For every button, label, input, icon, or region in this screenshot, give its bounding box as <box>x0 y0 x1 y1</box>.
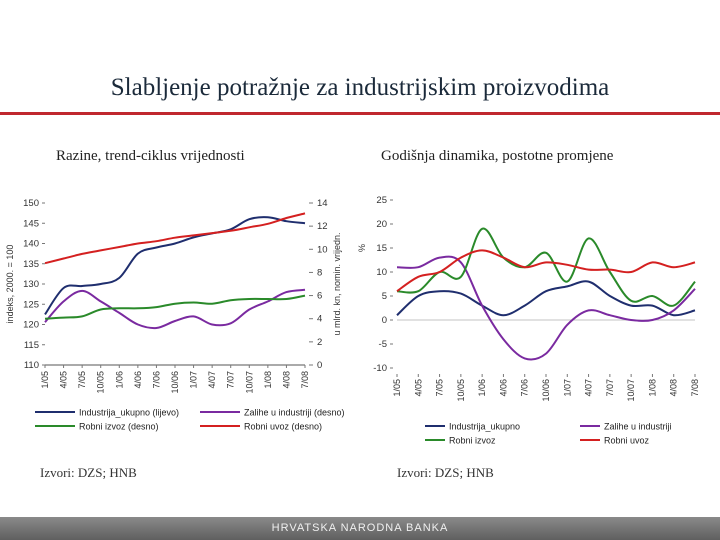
footer-bar: HRVATSKA NARODNA BANKA <box>0 517 720 540</box>
series-line <box>44 294 306 320</box>
y-axis-label: indeks, 2000. = 100 <box>5 245 15 324</box>
y2-tick-label: 14 <box>317 198 328 209</box>
x-tick-label: 7/08 <box>690 379 700 397</box>
legend-label: Robni izvoz <box>449 436 496 446</box>
annual-change-line-chart: -10 -5 0 5 10 15 20 25% 1/05 4/05 7/05 10/05 1/06 4/0… <box>357 195 700 446</box>
x-tick-label: 10/07 <box>244 371 254 394</box>
x-tick-label: 10/07 <box>626 379 636 402</box>
right-chart-subtitle: Godišnja dinamika, postotne promjene <box>381 148 614 164</box>
x-tick-label: 10/06 <box>170 371 180 394</box>
legend-label: Robni uvoz <box>604 436 650 446</box>
title-divider <box>0 112 720 115</box>
x-tick-label: 4/06 <box>498 379 508 397</box>
x-tick-label: 4/06 <box>133 371 143 389</box>
y2-tick-label: 0 <box>317 360 322 371</box>
x-tick-label: 7/07 <box>605 379 615 397</box>
y2-tick-label: 4 <box>317 314 322 325</box>
y-tick-label: -10 <box>373 363 387 374</box>
x-tick-label: 1/05 <box>40 371 50 389</box>
x-tick-label: 4/05 <box>413 379 423 397</box>
x-tick-label: 4/05 <box>59 371 69 389</box>
legend-label: Zalihe u industriji <box>604 422 672 432</box>
y2-tick-label: 6 <box>317 291 322 302</box>
series-line <box>44 216 306 315</box>
y-tick-label: 10 <box>376 267 387 278</box>
legend-label: Industrija_ukupno <box>449 422 520 432</box>
series-line <box>396 280 696 317</box>
levels-line-chart: 110 115 120 125 130 135 140 145 150 0 2 4 6 8 10 12 14 in… <box>5 198 345 432</box>
y-tick-label: 135 <box>23 259 39 270</box>
series-line <box>396 249 696 293</box>
y-tick-label: 15 <box>376 243 387 254</box>
y2-tick-label: 2 <box>317 337 322 348</box>
footer-bank-name: HRVATSKA NARODNA BANKA <box>271 522 449 534</box>
left-chart-source: Izvori: DZS; HNB <box>40 465 137 480</box>
y-tick-label: 25 <box>376 195 387 206</box>
y-axis-label: % <box>357 244 367 252</box>
x-tick-label: 1/05 <box>392 379 402 397</box>
y2-tick-label: 12 <box>317 221 328 232</box>
left-chart-subtitle: Razine, trend-ciklus vrijednosti <box>56 148 245 164</box>
y-tick-label: 150 <box>23 198 39 209</box>
y-tick-label: -5 <box>379 339 387 350</box>
x-tick-label: 1/07 <box>189 371 199 389</box>
x-tick-label: 7/05 <box>77 371 87 389</box>
right-chart-source: Izvori: DZS; HNB <box>397 465 494 480</box>
y-tick-label: 0 <box>382 315 387 326</box>
legend-label: Robni uvoz (desno) <box>244 422 322 432</box>
y-tick-label: 125 <box>23 299 39 310</box>
legend-label: Industrija_ukupno (lijevo) <box>79 408 179 418</box>
x-tick-label: 1/08 <box>647 379 657 397</box>
legend-label: Robni izvoz (desno) <box>79 422 159 432</box>
y-tick-label: 110 <box>24 360 39 371</box>
x-tick-label: 7/06 <box>520 379 530 397</box>
x-tick-label: 1/06 <box>114 371 124 389</box>
y2-tick-label: 10 <box>317 244 328 255</box>
y-tick-label: 5 <box>382 291 387 302</box>
x-tick-label: 4/08 <box>281 371 291 389</box>
y-tick-label: 130 <box>23 279 39 290</box>
series-line <box>44 288 306 330</box>
y-tick-label: 115 <box>24 340 39 351</box>
x-tick-label: 7/07 <box>226 371 236 389</box>
y-tick-label: 145 <box>23 218 39 229</box>
x-tick-label: 1/06 <box>477 379 487 397</box>
x-tick-label: 10/06 <box>541 379 551 402</box>
series-line <box>396 227 696 307</box>
x-tick-label: 7/05 <box>435 379 445 397</box>
series-line <box>44 212 306 265</box>
y2-axis-label: u mlrd. kn, nomin. vrijedn. <box>332 232 342 335</box>
y-tick-label: 20 <box>376 219 387 230</box>
x-tick-label: 7/06 <box>151 371 161 389</box>
x-tick-label: 10/05 <box>96 371 106 394</box>
x-tick-label: 4/07 <box>584 379 594 397</box>
x-tick-label: 4/08 <box>669 379 679 397</box>
x-tick-label: 7/08 <box>300 371 310 389</box>
y2-tick-label: 8 <box>317 267 322 278</box>
slide-title: Slabljenje potražnje za industrijskim pr… <box>110 74 610 101</box>
x-tick-label: 4/07 <box>207 371 217 389</box>
y-tick-label: 120 <box>23 320 39 331</box>
x-tick-label: 1/08 <box>263 371 273 389</box>
series-line <box>396 255 696 361</box>
x-tick-label: 10/05 <box>456 379 466 402</box>
x-tick-label: 1/07 <box>562 379 572 397</box>
legend-label: Zalihe u industriji (desno) <box>244 408 345 418</box>
y-tick-label: 140 <box>23 239 39 250</box>
